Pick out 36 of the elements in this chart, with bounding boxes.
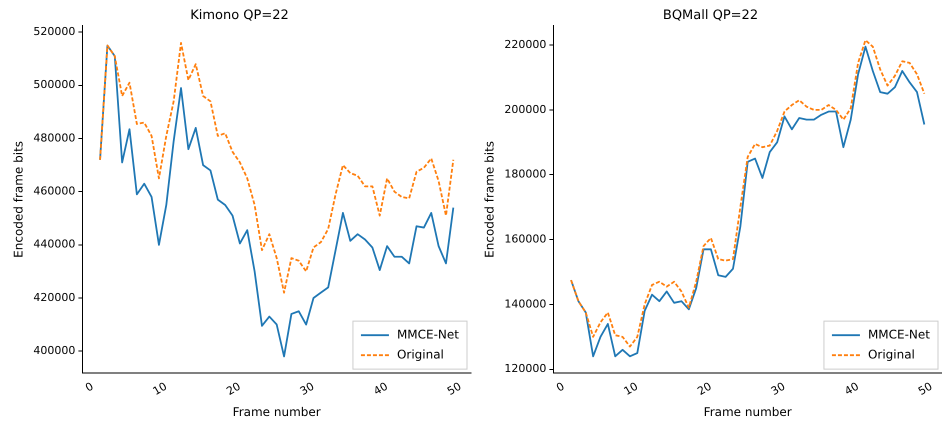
y-tick-label: 520000 [33, 25, 76, 38]
line-series [99, 42, 454, 294]
y-tick-label: 440000 [33, 238, 76, 251]
x-tick-label: 40 [371, 380, 390, 398]
y-tick-label: 220000 [504, 38, 546, 51]
x-tick-label: 50 [445, 380, 464, 398]
x-tick-label: 30 [768, 380, 788, 398]
y-tick-label: 120000 [504, 362, 546, 376]
y-tick-label: 200000 [504, 102, 546, 116]
y-tick-label: 140000 [504, 297, 546, 310]
x-tick-label: 30 [298, 380, 316, 398]
x-tick-label: 20 [224, 380, 243, 398]
legend-label: MMCE-Net [396, 327, 460, 342]
x-tick-label: 10 [622, 380, 640, 398]
chart-title: Kimono QP=22 [190, 8, 289, 24]
x-tick-label: 10 [150, 380, 170, 398]
y-tick-label: 480000 [33, 131, 76, 144]
legend-label: MMCE-Net [868, 327, 930, 342]
x-tick-label: 0 [554, 380, 567, 394]
y-tick-label: 180000 [504, 168, 546, 181]
x-axis-title: Frame number [232, 404, 321, 419]
chart-title: BQMall QP=22 [662, 8, 758, 24]
y-tick-label: 400000 [33, 344, 76, 357]
y-tick-label: 500000 [33, 78, 76, 92]
y-tick-label: 160000 [504, 232, 546, 246]
x-axis-title: Frame number [704, 404, 792, 419]
x-tick-label: 40 [842, 380, 862, 398]
legend-label: Original [868, 347, 915, 362]
y-axis-title: Encoded frame bits [11, 140, 26, 258]
y-axis-title: Encoded frame bits [482, 140, 496, 258]
y-tick-label: 460000 [33, 184, 76, 198]
y-tick-label: 420000 [33, 290, 76, 304]
x-tick-label: 50 [916, 380, 935, 398]
legend-label: Original [396, 347, 444, 362]
x-tick-label: 0 [83, 380, 96, 394]
x-tick-label: 20 [695, 380, 714, 398]
